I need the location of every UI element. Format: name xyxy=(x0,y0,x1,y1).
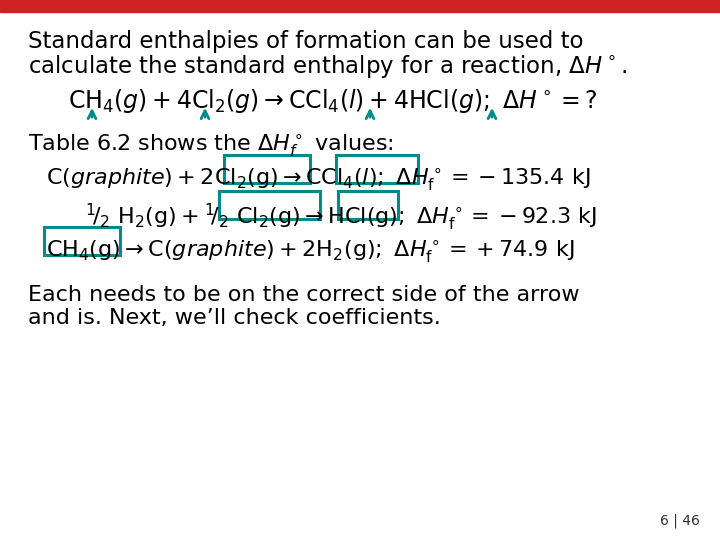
Text: calculate the standard enthalpy for a reaction, $\Delta\mathit{H}^\circ$.: calculate the standard enthalpy for a re… xyxy=(28,53,627,80)
Text: $\mathrm{CH_4(g) \rightarrow C(\mathit{graphite}) + 2H_2(g);\ \Delta\mathit{H}_f: $\mathrm{CH_4(g) \rightarrow C(\mathit{g… xyxy=(46,238,575,265)
Text: 6 | 46: 6 | 46 xyxy=(660,514,700,528)
Text: $\mathrm{^1\!/_{2}\ H_2(g) + ^1\!/_{2}\ Cl_2(g) \rightarrow HCl(g);\ \Delta\math: $\mathrm{^1\!/_{2}\ H_2(g) + ^1\!/_{2}\ … xyxy=(85,202,597,233)
Text: $\mathrm{CH_4}(g) + \mathrm{4Cl_2}(g) \rightarrow \mathrm{CCl_4}(\mathit{l}) + \: $\mathrm{CH_4}(g) + \mathrm{4Cl_2}(g) \r… xyxy=(68,87,598,115)
Text: Table 6.2 shows the $\Delta\mathit{H}_f^\circ$ values:: Table 6.2 shows the $\Delta\mathit{H}_f^… xyxy=(28,132,394,159)
Text: $\mathrm{C(\mathit{graphite}) + 2Cl_2(g) \rightarrow CCl_4(\mathit{l});\ \Delta\: $\mathrm{C(\mathit{graphite}) + 2Cl_2(g)… xyxy=(46,166,590,193)
Bar xyxy=(0,0,720,12)
Text: and is. Next, we’ll check coefficients.: and is. Next, we’ll check coefficients. xyxy=(28,308,441,328)
Text: Standard enthalpies of formation can be used to: Standard enthalpies of formation can be … xyxy=(28,30,583,53)
Text: Each needs to be on the correct side of the arrow: Each needs to be on the correct side of … xyxy=(28,285,580,305)
